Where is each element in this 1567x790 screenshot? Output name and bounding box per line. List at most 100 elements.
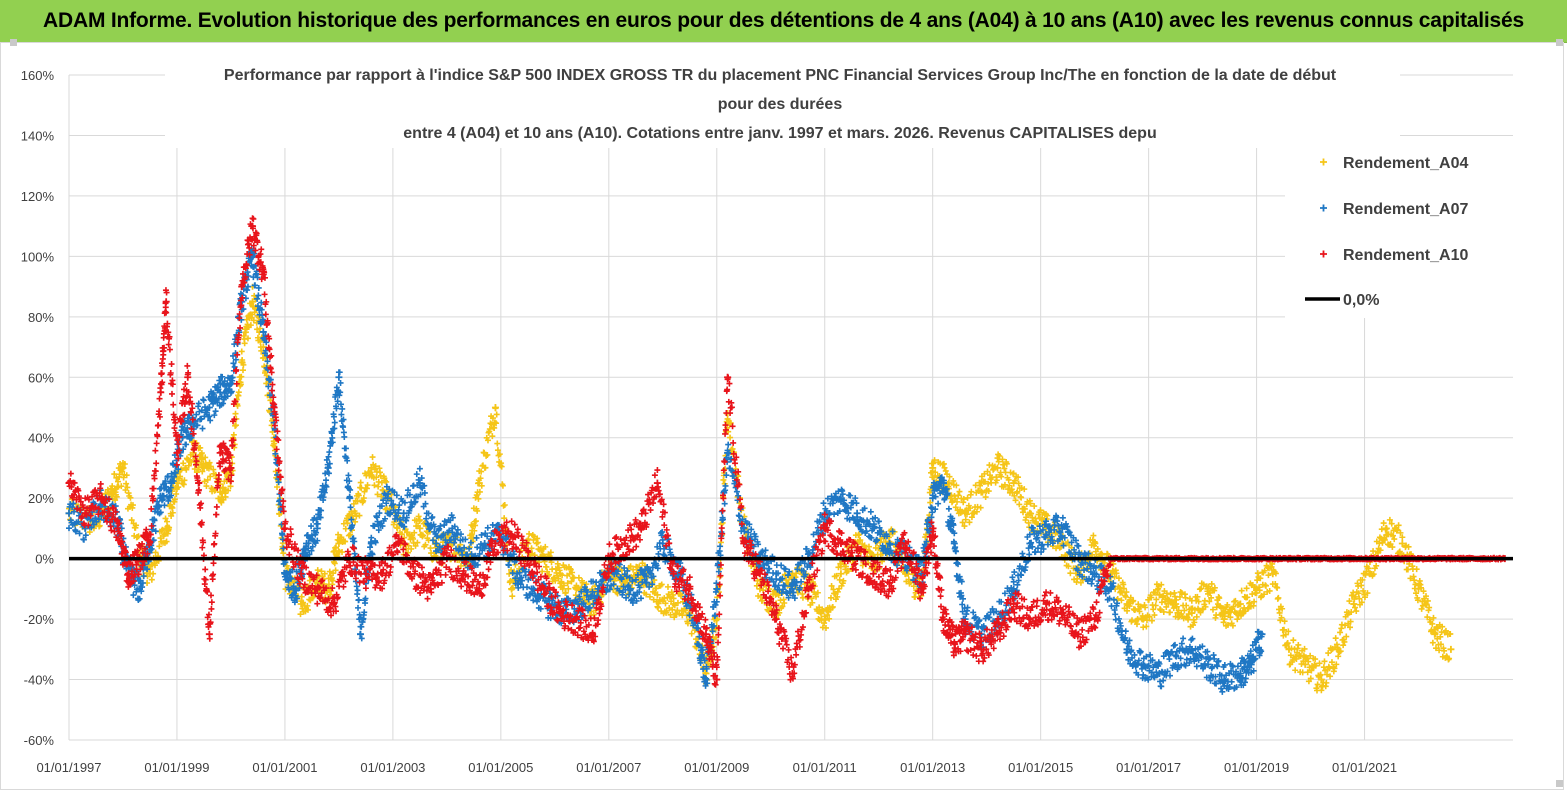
data-point-A07 <box>788 585 796 593</box>
data-point-A07 <box>303 540 311 548</box>
data-point-A10 <box>146 530 154 538</box>
data-point-A07 <box>205 404 213 411</box>
data-point-A04 <box>1269 570 1277 578</box>
data-point-A10 <box>686 585 694 593</box>
x-tick-label: 01/01/2011 <box>793 760 857 775</box>
data-point-A04 <box>837 570 845 578</box>
data-point-A04 <box>653 591 661 599</box>
data-point-A10 <box>281 524 289 532</box>
data-point-A07 <box>1026 540 1034 548</box>
data-point-A07 <box>929 494 937 502</box>
data-point-A10 <box>540 585 548 593</box>
data-point-A10 <box>950 639 958 647</box>
data-point-A04 <box>1301 660 1309 668</box>
resize-handle-bottom-right[interactable] <box>1556 780 1563 787</box>
data-point-A10 <box>653 479 661 487</box>
data-point-A10 <box>869 570 877 578</box>
data-point-A10 <box>1042 600 1050 608</box>
x-tick-label: 01/01/2001 <box>252 760 317 775</box>
data-point-A07 <box>400 509 408 517</box>
data-point-A04 <box>821 615 829 623</box>
resize-handle-top-left[interactable] <box>10 39 17 46</box>
data-point-A04 <box>556 570 564 578</box>
data-point-A07 <box>1010 585 1018 593</box>
data-point-A04 <box>1139 615 1147 623</box>
data-point-A04 <box>491 404 499 411</box>
data-point-A10 <box>378 570 386 578</box>
data-point-A07 <box>432 540 440 548</box>
data-point-A04 <box>108 488 116 496</box>
data-point-A10 <box>216 449 224 457</box>
data-point-A10 <box>837 540 845 548</box>
data-point-A07 <box>324 464 332 472</box>
data-point-A07 <box>837 494 845 502</box>
series-A07 <box>65 245 1266 695</box>
data-point-A04 <box>351 509 359 517</box>
data-point-A04 <box>1366 570 1374 578</box>
data-point-A07 <box>626 585 634 593</box>
data-point-A07 <box>1247 660 1255 668</box>
legend-item-A10[interactable]: Rendement_A10 <box>1320 247 1468 264</box>
data-point-A04 <box>1253 585 1261 593</box>
chart-title-line: Performance par rapport à l'indice S&P 5… <box>224 67 1337 84</box>
legend-item-A07[interactable]: Rendement_A07 <box>1320 201 1468 218</box>
resize-handle-top-right[interactable] <box>1556 39 1563 46</box>
data-point-A10 <box>821 524 829 532</box>
data-point-A04 <box>1010 479 1018 487</box>
data-point-A04 <box>977 488 985 496</box>
data-point-A10 <box>330 600 338 608</box>
legend-background <box>1285 138 1515 318</box>
data-point-A07 <box>1042 530 1050 538</box>
data-point-A10 <box>394 540 402 548</box>
legend-marker-A04 <box>1320 158 1327 166</box>
data-point-A10 <box>362 570 370 578</box>
data-point-A10 <box>459 570 467 578</box>
data-point-A10 <box>475 585 483 593</box>
y-tick-label: 60% <box>28 370 54 385</box>
data-point-A07 <box>335 373 343 381</box>
data-point-A04 <box>367 464 375 472</box>
legend-item-zero[interactable]: 0,0% <box>1305 292 1379 309</box>
data-point-A07 <box>659 540 667 548</box>
x-tick-label: 01/01/2003 <box>360 760 425 775</box>
legend-label: 0,0% <box>1343 292 1379 309</box>
x-tick-label: 01/01/1997 <box>36 760 101 775</box>
data-point-A04 <box>508 585 516 593</box>
data-point-A04 <box>1285 645 1293 653</box>
data-point-A04 <box>929 464 937 472</box>
y-tick-label: 40% <box>28 431 54 446</box>
data-points <box>65 215 1509 695</box>
legend-item-A04[interactable]: Rendement_A04 <box>1320 155 1468 172</box>
data-point-A10 <box>918 585 926 593</box>
data-point-A04 <box>670 600 678 608</box>
data-point-A07 <box>216 388 224 396</box>
data-point-A10 <box>81 509 89 517</box>
data-point-A07 <box>772 570 780 578</box>
data-point-A04 <box>1350 600 1358 608</box>
data-point-A04 <box>475 479 483 487</box>
data-point-A10 <box>740 540 748 548</box>
x-tick-label: 01/01/2019 <box>1224 760 1289 775</box>
data-point-A10 <box>114 524 122 532</box>
data-point-A10 <box>249 222 257 230</box>
x-tick-label: 01/01/2005 <box>468 760 533 775</box>
data-point-A07 <box>356 630 364 638</box>
report-banner: ADAM Informe. Evolution historique des p… <box>0 0 1567 43</box>
data-point-A07 <box>367 540 375 548</box>
x-tick-label: 01/01/2007 <box>576 760 641 775</box>
data-point-A10 <box>670 570 678 578</box>
data-point-A07 <box>227 379 235 387</box>
data-point-A10 <box>1091 615 1099 623</box>
data-point-A10 <box>1026 615 1034 623</box>
data-point-A07 <box>135 585 143 593</box>
data-point-A07 <box>292 585 300 593</box>
data-point-A10 <box>929 524 937 532</box>
data-point-A04 <box>1334 645 1342 653</box>
data-point-A10 <box>195 479 203 487</box>
y-tick-label: 80% <box>28 310 54 325</box>
legend-label: Rendement_A10 <box>1343 247 1468 264</box>
data-point-A10 <box>124 570 132 578</box>
x-tick-label: 01/01/1999 <box>144 760 209 775</box>
data-point-A10 <box>713 676 721 684</box>
data-point-A04 <box>1447 645 1455 653</box>
